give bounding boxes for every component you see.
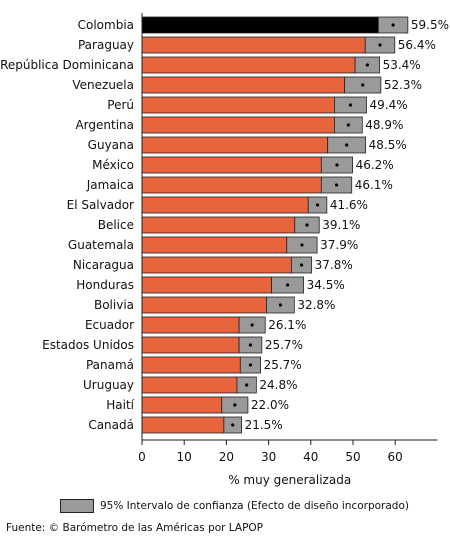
bar xyxy=(141,236,288,254)
point-estimate xyxy=(299,263,304,267)
category-label: Haití xyxy=(106,398,134,412)
value-label: 48.9% xyxy=(365,118,403,132)
value-label: 46.2% xyxy=(356,158,394,172)
legend-ci-swatch xyxy=(60,499,94,513)
value-label: 34.5% xyxy=(307,278,345,292)
value-label: 39.1% xyxy=(322,218,360,232)
bar xyxy=(141,136,329,154)
value-label: 22.0% xyxy=(251,398,289,412)
point-estimate xyxy=(278,303,283,307)
point-estimate xyxy=(285,283,290,287)
point-estimate xyxy=(365,63,369,67)
x-tick-label: 20 xyxy=(219,450,234,464)
category-label: El Salvador xyxy=(67,198,134,212)
point-estimate xyxy=(391,23,395,27)
point-estimate xyxy=(245,383,249,387)
bar xyxy=(141,16,379,34)
value-label: 21.5% xyxy=(245,418,283,432)
category-label: Panamá xyxy=(86,358,134,372)
value-label: 49.4% xyxy=(370,98,408,112)
category-label: Honduras xyxy=(76,278,134,292)
bar xyxy=(141,176,322,194)
source-note: Fuente: © Barómetro de las Américas por … xyxy=(6,522,264,534)
bar xyxy=(141,416,225,434)
bar xyxy=(141,296,267,314)
bar xyxy=(141,336,240,354)
point-estimate xyxy=(345,143,349,147)
category-label: Venezuela xyxy=(72,78,134,92)
category-label: Estados Unidos xyxy=(42,338,134,352)
value-label: 56.4% xyxy=(398,38,436,52)
x-tick-label: 10 xyxy=(177,450,192,464)
bar xyxy=(141,276,272,294)
category-label: Colombia xyxy=(78,18,134,32)
point-estimate xyxy=(250,323,254,327)
category-label: Bolivia xyxy=(94,298,134,312)
point-estimate xyxy=(248,363,253,367)
point-estimate xyxy=(334,183,339,187)
category-label: Uruguay xyxy=(83,378,134,392)
category-label: Belice xyxy=(98,218,134,232)
x-tick-label: 30 xyxy=(261,450,276,464)
value-label: 59.5% xyxy=(411,18,449,32)
value-label: 53.4% xyxy=(383,58,421,72)
bar-chart: Colombia 59.5% Paraguay 56.4% República Domi… xyxy=(0,13,449,487)
category-label: México xyxy=(92,158,134,172)
bar xyxy=(141,56,356,74)
x-tick-label: 60 xyxy=(388,450,403,464)
legend: 95% Intervalo de confianza (Efecto de di… xyxy=(60,499,409,513)
value-label: 24.8% xyxy=(259,378,297,392)
category-label: Paraguay xyxy=(78,38,134,52)
bar xyxy=(141,256,292,274)
value-label: 37.9% xyxy=(320,238,358,252)
point-estimate xyxy=(348,103,353,107)
point-estimate xyxy=(305,223,309,227)
point-estimate xyxy=(346,123,350,127)
category-label: Jamaica xyxy=(86,178,134,192)
bar xyxy=(141,156,322,174)
point-estimate xyxy=(233,403,237,407)
category-label: Nicaragua xyxy=(73,258,134,272)
x-tick-label: 0 xyxy=(138,450,146,464)
category-label: República Dominicana xyxy=(0,58,134,72)
category-label: Canadá xyxy=(88,418,134,432)
x-tick-label: 40 xyxy=(303,450,318,464)
value-label: 25.7% xyxy=(265,338,303,352)
bar xyxy=(141,96,335,114)
category-label: Argentina xyxy=(75,118,134,132)
point-estimate xyxy=(361,83,365,87)
x-tick-label: 50 xyxy=(345,450,360,464)
bar xyxy=(141,316,240,334)
bar xyxy=(141,376,238,394)
point-estimate xyxy=(378,43,382,47)
x-axis: 0 10 20 30 40 50 60 % muy generalizada xyxy=(138,13,438,487)
category-label: Guatemala xyxy=(68,238,134,252)
point-estimate xyxy=(231,423,235,427)
value-label: 52.3% xyxy=(384,78,422,92)
x-axis-title: % muy generalizada xyxy=(228,473,351,487)
point-estimate xyxy=(335,163,339,167)
point-estimate xyxy=(300,243,304,247)
category-label: Perú xyxy=(107,98,134,112)
value-label: 25.7% xyxy=(264,358,302,372)
value-label: 32.8% xyxy=(297,298,335,312)
value-label: 26.1% xyxy=(268,318,306,332)
bar xyxy=(141,76,345,94)
category-label: Guyana xyxy=(88,138,134,152)
bar xyxy=(141,116,335,134)
value-label: 41.6% xyxy=(330,198,368,212)
value-label: 37.8% xyxy=(315,258,353,272)
legend-label: 95% Intervalo de confianza (Efecto de di… xyxy=(100,500,409,512)
bar xyxy=(141,356,241,374)
bar xyxy=(141,36,366,54)
value-label: 48.5% xyxy=(369,138,407,152)
bars-group: Colombia 59.5% Paraguay 56.4% República Domi… xyxy=(0,16,449,434)
value-label: 46.1% xyxy=(355,178,393,192)
bar xyxy=(141,396,223,414)
bar xyxy=(141,216,296,234)
bar xyxy=(141,196,309,214)
point-estimate xyxy=(248,343,253,347)
point-estimate xyxy=(315,203,320,207)
category-label: Ecuador xyxy=(85,318,134,332)
